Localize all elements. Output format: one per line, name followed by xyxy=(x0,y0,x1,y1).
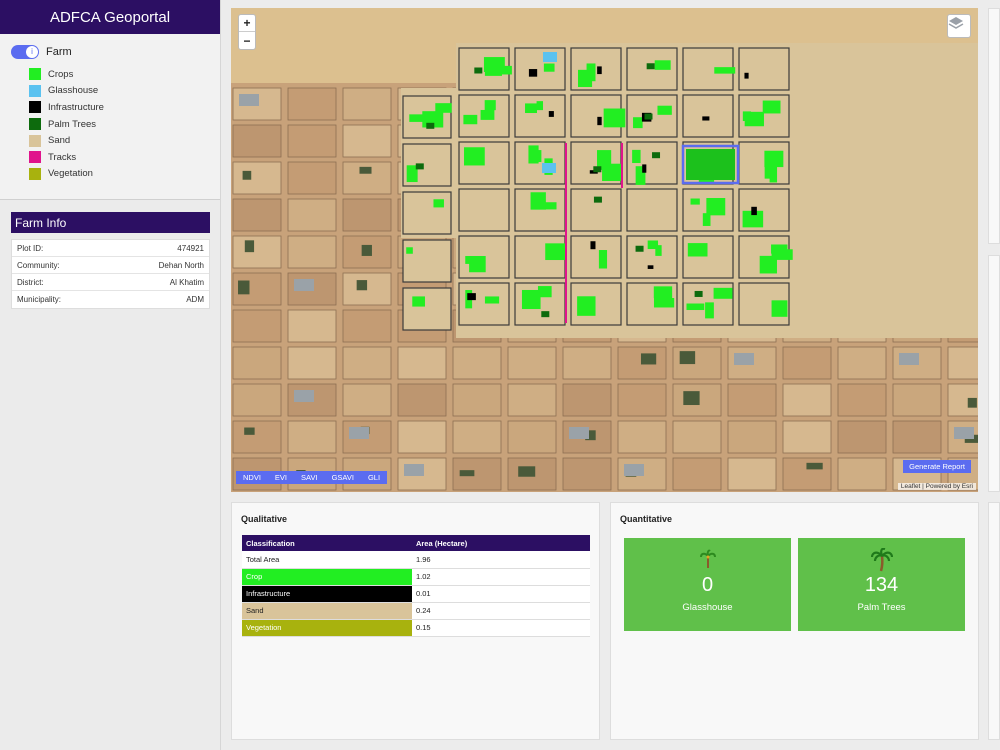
farm-info-label: District: xyxy=(17,277,44,287)
farm-info-value: Al Khatim xyxy=(169,277,204,287)
farm-info-title: Farm Info xyxy=(11,212,210,233)
legend-label: Palm Trees xyxy=(48,118,97,130)
right-panel-stub-3 xyxy=(988,502,1000,740)
farm-info-label: Municipality: xyxy=(17,295,62,304)
farm-layer-toggle-row[interactable]: i Farm xyxy=(11,45,72,59)
map-attribution: Leaflet | Powered by Esri xyxy=(897,483,976,490)
legend-label: Glasshouse xyxy=(48,85,99,97)
palm-trees-count: 134 xyxy=(864,574,899,596)
legend-swatch xyxy=(29,84,41,97)
classification-cell: Crop xyxy=(242,568,412,586)
farm-info-label: Community: xyxy=(17,260,60,270)
qualitative-table: Classification Area (Hectare) Total Area… xyxy=(242,535,590,637)
quantitative-panel: Quantitative 0 Glasshouse 134 Palm Trees xyxy=(610,502,979,740)
farm-info-card: Farm Info Plot ID: 474921 Community: Dehan … xyxy=(11,212,210,309)
legend-item: Glasshouse xyxy=(29,83,104,100)
classification-cell: Vegetation xyxy=(242,619,412,637)
legend-label: Infrastructure xyxy=(48,101,104,113)
legend-label: Tracks xyxy=(48,151,77,163)
qualitative-row: Crop 1.02 xyxy=(242,568,590,586)
index-button-evi[interactable]: EVI xyxy=(274,473,288,482)
index-button-savi[interactable]: SAVI xyxy=(301,473,318,482)
legend-swatch xyxy=(29,68,41,81)
classification-cell: Total Area xyxy=(242,551,412,569)
legend-swatch xyxy=(29,167,41,180)
farm-info-row: Municipality: ADM xyxy=(12,291,209,308)
right-panel-stub-2 xyxy=(988,255,1000,492)
satellite-map[interactable]: + − NDVI EVI SAVI GSAVI GLI Generate Report … xyxy=(231,8,978,492)
legend-label: Sand xyxy=(48,135,71,147)
legend-item: Infrastructure xyxy=(29,99,104,116)
legend-item: Vegetation xyxy=(29,166,104,183)
toggle-info-icon: i xyxy=(26,46,38,58)
classification-header: Classification xyxy=(242,535,412,551)
app-title: ADFCA Geoportal xyxy=(0,0,220,34)
area-cell: 0.01 xyxy=(411,585,590,603)
qualitative-row: Total Area 1.96 xyxy=(242,551,590,569)
classification-cell: Sand xyxy=(242,602,412,620)
glasshouse-count: 0 xyxy=(701,574,714,596)
glasshouse-stat-card: 0 Glasshouse xyxy=(624,538,791,631)
quantitative-title: Quantitative xyxy=(620,514,673,524)
legend-item: Tracks xyxy=(29,149,104,166)
area-cell: 1.02 xyxy=(411,568,590,586)
legend: Crops Glasshouse Infrastructure Palm Trees S… xyxy=(29,66,104,182)
farm-info-label: Plot ID: xyxy=(17,243,44,253)
index-button-gsavi[interactable]: GSAVI xyxy=(331,473,354,482)
farm-info-value: Dehan North xyxy=(158,260,204,270)
palm-tree-icon xyxy=(870,547,893,572)
farm-info-value: ADM xyxy=(186,295,204,304)
legend-swatch xyxy=(29,151,41,164)
farm-layer-toggle[interactable]: i xyxy=(11,45,39,59)
legend-item: Crops xyxy=(29,66,104,83)
legend-label: Crops xyxy=(48,68,74,80)
legend-swatch xyxy=(29,101,41,114)
zoom-control: + − xyxy=(238,14,256,50)
palm-sprout-icon xyxy=(699,548,717,572)
farm-layer-label: Farm xyxy=(46,46,72,58)
generate-report-button[interactable]: Generate Report xyxy=(903,460,971,473)
index-button-ndvi[interactable]: NDVI xyxy=(243,473,261,482)
farm-info-row: Community: Dehan North xyxy=(12,257,209,274)
palm-trees-label: Palm Trees xyxy=(857,602,906,613)
area-cell: 0.24 xyxy=(411,602,590,620)
qualitative-title: Qualitative xyxy=(241,514,288,524)
legend-label: Vegetation xyxy=(48,168,93,180)
zoom-out-button[interactable]: − xyxy=(243,33,251,48)
farm-info-row: Plot ID: 474921 xyxy=(12,240,209,257)
layer-panel: i Farm Crops Glasshouse Infrastructure Palm… xyxy=(0,34,220,200)
qualitative-panel: Qualitative Classification Area (Hectare… xyxy=(231,502,600,740)
qualitative-row: Sand 0.24 xyxy=(242,602,590,620)
farm-info-value: 474921 xyxy=(177,243,204,253)
legend-item: Palm Trees xyxy=(29,116,104,133)
farm-info-row: District: Al Khatim xyxy=(12,274,209,291)
qualitative-row: Vegetation 0.15 xyxy=(242,619,590,637)
farm-info-table: Plot ID: 474921 Community: Dehan North Distr… xyxy=(11,239,210,309)
area-cell: 0.15 xyxy=(411,619,590,637)
area-header: Area (Hectare) xyxy=(411,535,590,551)
qualitative-row: Infrastructure 0.01 xyxy=(242,585,590,603)
area-cell: 1.96 xyxy=(411,551,590,569)
right-panel-stub-1 xyxy=(988,8,1000,244)
glasshouse-label: Glasshouse xyxy=(682,602,733,613)
palm-trees-stat-card: 134 Palm Trees xyxy=(798,538,965,631)
vegetation-index-bar: NDVI EVI SAVI GSAVI GLI xyxy=(236,471,388,484)
legend-swatch xyxy=(29,134,41,147)
legend-item: Sand xyxy=(29,132,104,149)
zoom-in-button[interactable]: + xyxy=(239,15,255,32)
classification-cell: Infrastructure xyxy=(242,585,412,603)
layers-icon[interactable] xyxy=(947,14,971,38)
index-button-gli[interactable]: GLI xyxy=(367,473,381,482)
map-imagery xyxy=(231,8,978,492)
sidebar: ADFCA Geoportal i Farm Crops Glasshouse In… xyxy=(0,0,221,750)
legend-swatch xyxy=(29,118,41,131)
